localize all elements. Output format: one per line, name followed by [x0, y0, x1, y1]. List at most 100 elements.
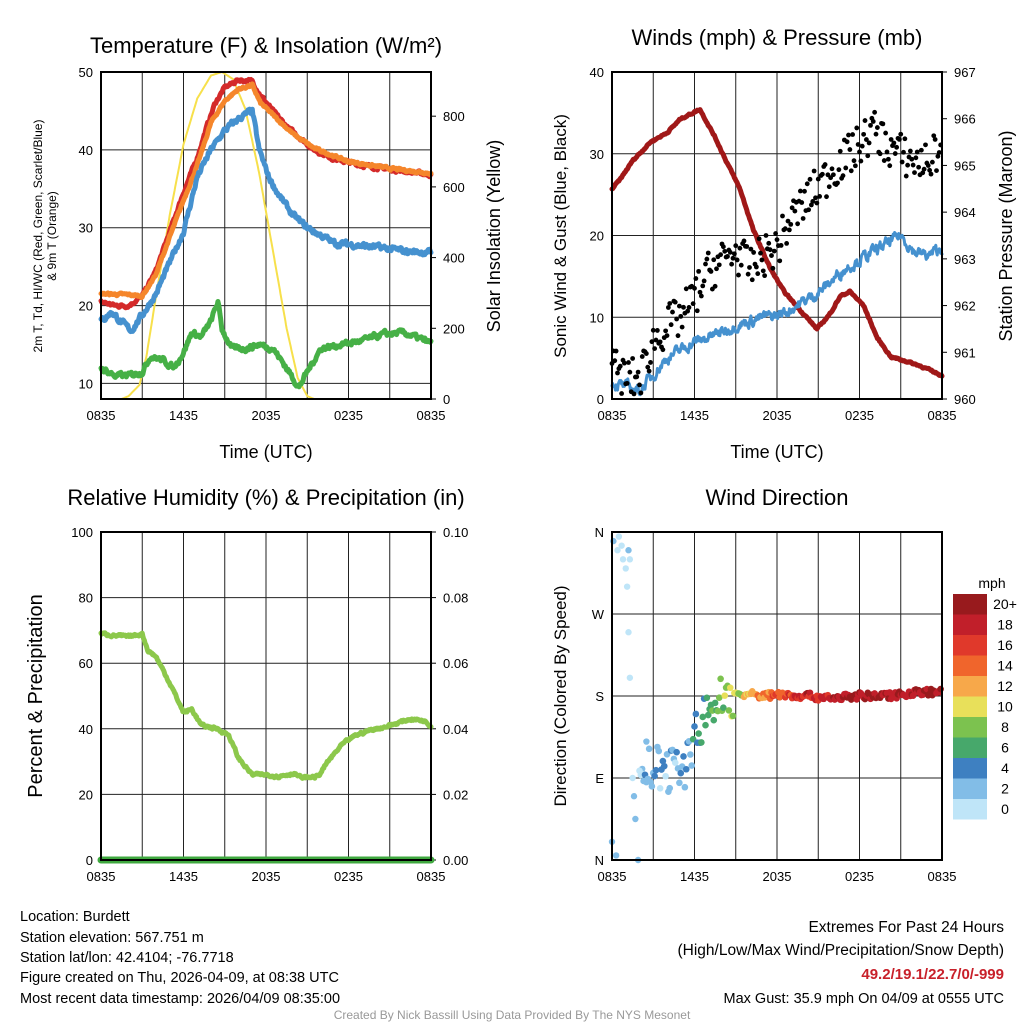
gust-point	[635, 369, 641, 375]
temp-xlabel: Time (UTC)	[219, 442, 312, 462]
gust-point	[698, 293, 704, 299]
gust-point	[877, 151, 883, 157]
direction-point	[660, 762, 668, 770]
gust-point	[806, 207, 812, 213]
gust-point	[777, 258, 783, 264]
gust-point	[795, 221, 801, 227]
gust-point	[912, 170, 917, 175]
direction-point	[692, 710, 700, 718]
xtick-label: 0835	[598, 869, 627, 884]
gust-point	[873, 131, 879, 137]
direction-point	[652, 766, 660, 774]
direction-point	[655, 747, 663, 755]
footer-created: Figure created on Thu, 2026-04-09, at 08…	[20, 970, 339, 986]
gust-point	[799, 200, 805, 205]
gust-point	[708, 269, 714, 274]
colorbar-label: 4	[1001, 760, 1009, 776]
extremes-title: Extremes For Past 24 Hours	[808, 919, 1004, 936]
ytick-label: E	[595, 771, 604, 786]
gust-point	[615, 370, 620, 376]
gust-point	[751, 250, 757, 255]
gust-point	[807, 176, 813, 182]
direction-point	[612, 852, 620, 859]
direction-point	[632, 815, 639, 823]
gust-point	[921, 166, 927, 172]
dir-title: Wind Direction	[705, 485, 848, 510]
xtick-label: 1435	[169, 869, 198, 884]
gust-point	[770, 265, 776, 271]
footer-elevation: Station elevation: 567.751 m	[20, 930, 204, 946]
gust-point	[773, 231, 779, 236]
plot-frame	[611, 71, 943, 400]
station-pressure-line	[609, 107, 945, 379]
gust-point	[786, 227, 792, 233]
gust-point	[693, 276, 699, 281]
sonic-wind-line	[610, 231, 944, 397]
gust-point	[870, 119, 876, 124]
ytick-label: 20	[590, 229, 604, 244]
xtick-label: 1435	[680, 869, 709, 884]
gust-point	[866, 140, 872, 146]
footer-location: Location: Burdett	[20, 909, 130, 925]
direction-point	[704, 711, 712, 719]
ytick-right-label: 400	[443, 251, 465, 266]
gust-point	[927, 167, 933, 173]
gust-point	[716, 262, 722, 268]
gust-point	[668, 322, 674, 328]
gust-point	[769, 253, 774, 258]
gust-point	[737, 245, 743, 251]
ytick-right-label: 966	[954, 112, 976, 127]
ytick-right-label: 961	[954, 345, 976, 360]
direction-point	[720, 704, 727, 711]
gust-point	[907, 148, 913, 154]
gust-point	[725, 254, 730, 259]
gust-point	[634, 374, 640, 380]
gust-point	[664, 333, 670, 338]
direction-point	[622, 565, 629, 572]
gust-point	[718, 252, 724, 258]
colorbar-label: 8	[1001, 719, 1009, 735]
gust-point	[722, 248, 728, 254]
gust-point	[624, 380, 630, 386]
colorbar-swatch	[953, 614, 987, 635]
gust-point	[936, 150, 942, 155]
rh-ylabel: Percent & Precipitation	[25, 594, 47, 797]
ytick-label: 100	[71, 525, 93, 540]
wind-xlabel: Time (UTC)	[730, 442, 823, 462]
colorbar-swatch	[953, 758, 987, 779]
ytick-right-label: 0	[443, 392, 450, 407]
colorbar-label: 12	[997, 678, 1013, 694]
max-gust: Max Gust: 35.9 mph On 04/09 at 0555 UTC	[724, 991, 1004, 1007]
gust-point	[800, 216, 806, 221]
gust-point	[874, 125, 880, 130]
gust-point	[844, 139, 850, 145]
ytick-label: N	[595, 853, 604, 868]
direction-point	[676, 779, 683, 787]
temp-ylabel-2: & 9m T (Orange)	[45, 191, 59, 281]
gust-point	[627, 369, 633, 375]
ytick-right-label: 964	[954, 205, 976, 220]
ytick-right-label: 600	[443, 180, 465, 195]
xtick-label: 0235	[334, 408, 363, 423]
ytick-right-label: 0.00	[443, 853, 468, 868]
gust-point	[880, 121, 886, 127]
dir-ylabel: Direction (Colored By Speed)	[551, 585, 570, 806]
gust-point	[858, 158, 864, 164]
gust-point	[619, 391, 625, 396]
gust-point	[766, 240, 772, 246]
gust-point	[884, 149, 890, 155]
xtick-label: 1435	[680, 408, 709, 423]
gust-point	[692, 285, 697, 291]
gust-point	[663, 328, 669, 334]
gust-point	[903, 173, 909, 179]
gust-point	[657, 339, 663, 345]
gust-point	[868, 122, 873, 128]
ytick-right-label: 0.04	[443, 722, 468, 737]
ytick-right-label: 965	[954, 158, 976, 173]
gust-point	[846, 132, 851, 138]
gust-point	[848, 168, 854, 174]
ytick-right-label: 960	[954, 392, 976, 407]
gust-point	[654, 328, 660, 333]
gust-point	[810, 198, 816, 204]
gust-point	[763, 233, 769, 238]
